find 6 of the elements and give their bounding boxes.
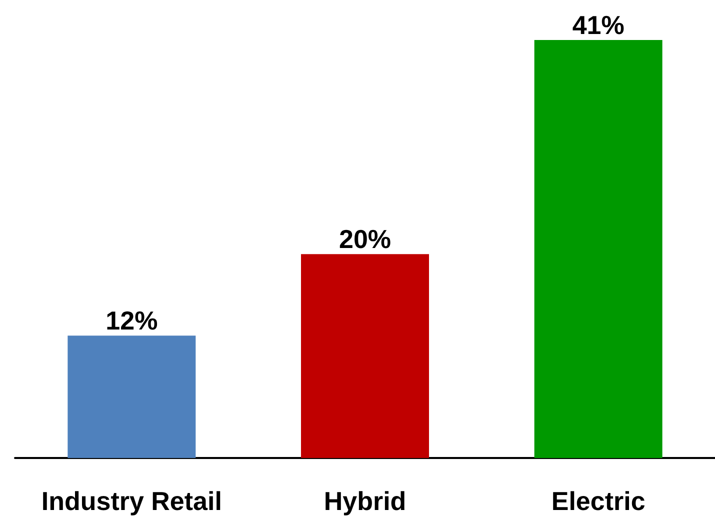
x-tick-label: Industry Retail	[41, 486, 222, 516]
data-label: 41%	[572, 10, 624, 40]
x-tick-label: Electric	[551, 486, 646, 516]
data-label: 12%	[106, 306, 158, 336]
data-label: 20%	[338, 224, 392, 254]
x-tick-label: Hybrid	[324, 486, 406, 516]
